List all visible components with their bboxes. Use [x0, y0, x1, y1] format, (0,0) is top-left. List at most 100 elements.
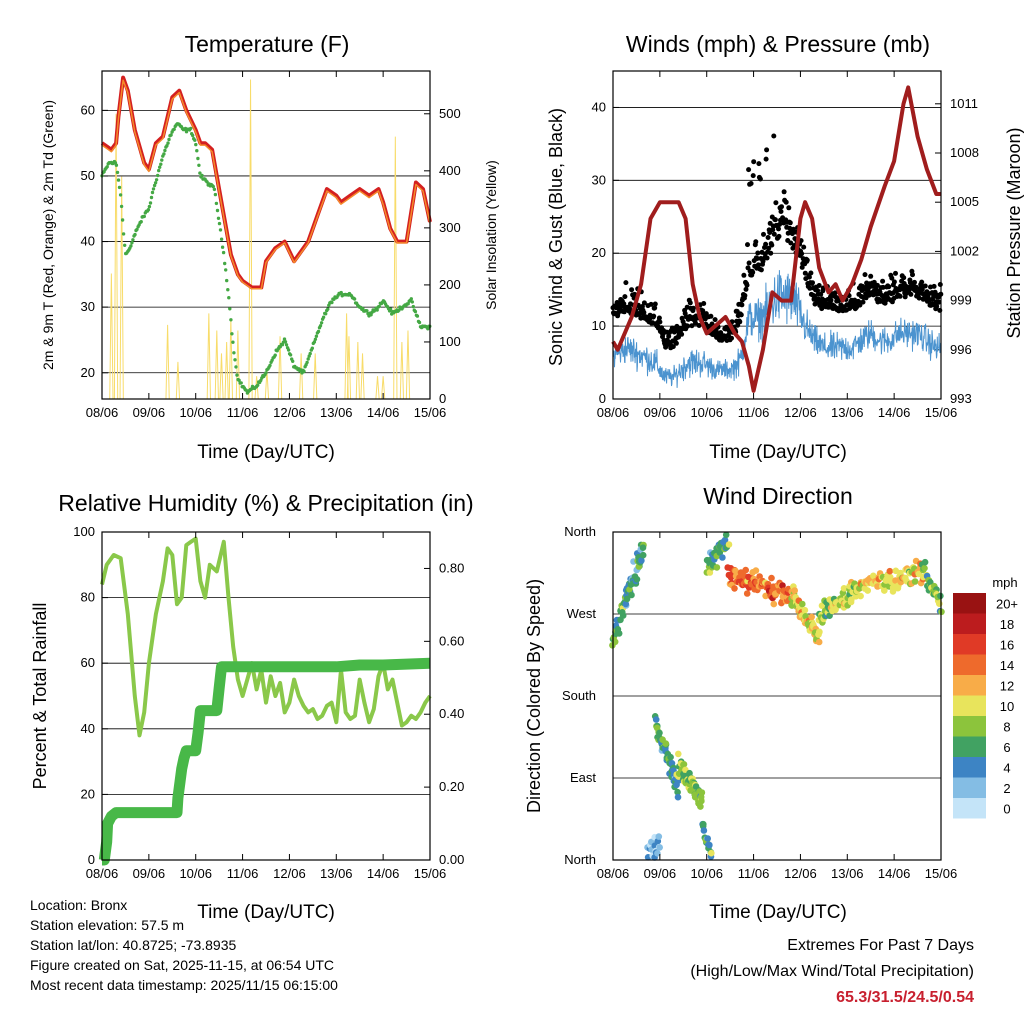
gust-point: [739, 302, 745, 308]
station-info: Location: Bronx Station elevation: 57.5 …: [30, 895, 338, 995]
direction-point: [667, 753, 674, 761]
gust-point: [758, 267, 764, 273]
x-tick-label: 11/06: [738, 405, 770, 420]
gust-point: [786, 205, 792, 211]
gust-point: [641, 310, 647, 315]
gust-point: [648, 301, 654, 307]
speed-colorbar: mph 20+ 18 16 14 12 10 8 6 4 2 0: [953, 575, 1018, 819]
dewpoint-point: [195, 149, 199, 153]
gust-point: [922, 283, 928, 289]
direction-point: [881, 587, 888, 594]
solar-peak: [228, 319, 233, 400]
dewpoint-point: [256, 383, 260, 387]
colorbar-swatch: [953, 634, 986, 655]
x-tick-label: 09/06: [644, 866, 677, 881]
dewpoint-point: [324, 312, 328, 316]
direction-point: [840, 585, 848, 592]
dewpoint-point: [308, 351, 312, 356]
gust-point: [893, 270, 898, 276]
solar-peak: [235, 330, 241, 400]
direction-point: [826, 612, 833, 619]
gust-point: [666, 333, 672, 339]
dewpoint-point: [411, 304, 415, 309]
x-tick-label: 12/06: [273, 405, 306, 420]
direction-point: [886, 567, 894, 575]
solar-peak: [277, 336, 283, 400]
solar-peak: [175, 361, 181, 400]
gust-point: [934, 303, 940, 309]
y2-tick-label: 0.40: [439, 706, 464, 721]
latest-text: Most recent data timestamp: 2025/11/15 0…: [30, 977, 338, 993]
location-text: Location: Bronx: [30, 897, 128, 913]
x-tick-label: 13/06: [320, 405, 353, 420]
direction-point: [752, 567, 760, 574]
dewpoint-point: [158, 165, 162, 169]
dewpoint-point: [409, 297, 413, 301]
dewpoint-point: [189, 126, 193, 131]
dewpoint-point: [302, 369, 306, 374]
gust-point: [773, 200, 779, 206]
gust-point: [783, 199, 789, 205]
solar-peak: [381, 376, 386, 400]
y-tick-label: 40: [81, 721, 95, 736]
colorbar-swatch: [953, 716, 986, 737]
gust-point: [771, 133, 777, 139]
y2-tick-label: 0.60: [439, 633, 464, 648]
colorbar-unit: mph: [992, 575, 1017, 590]
dewpoint-point: [291, 359, 295, 363]
y-tick-label: 0: [88, 852, 95, 867]
gust-point: [802, 270, 808, 276]
gust-point: [742, 293, 748, 298]
gust-point: [690, 305, 696, 311]
dewpoint-point: [211, 184, 215, 189]
colorbar-swatch: [953, 777, 986, 798]
gust-point: [788, 240, 794, 246]
y-tick-label: 40: [592, 99, 606, 114]
dewpoint-point: [283, 340, 288, 344]
colorbar-label: 10: [1000, 699, 1014, 714]
direction-point: [638, 557, 645, 564]
winds-frame: [612, 70, 942, 400]
temperature-frame: [101, 70, 431, 400]
colorbar-label: 2: [1003, 781, 1010, 796]
solar-peak: [119, 176, 124, 400]
gust-point: [916, 295, 922, 301]
gust-point: [880, 278, 886, 284]
direction-point: [674, 788, 681, 796]
dewpoint-point: [226, 288, 230, 292]
dewpoint-point: [219, 237, 224, 241]
direction-point: [652, 716, 660, 723]
extremes-subtitle: (High/Low/Max Wind/Total Precipitation): [690, 963, 974, 980]
direction-point: [743, 590, 751, 597]
dewpoint-point: [131, 238, 135, 242]
gust-point: [766, 245, 772, 251]
dewpoint-point: [129, 244, 133, 248]
gust-point: [770, 227, 776, 233]
direction-panel: Wind Direction NorthEastSouthWestNorth08…: [524, 483, 1018, 923]
y2-tick-label: 400: [439, 163, 461, 178]
gust-point: [777, 222, 782, 227]
gust-point: [696, 323, 702, 328]
colorbar-swatch: [953, 613, 986, 634]
humidity-xlabel: Time (Day/UTC): [197, 902, 335, 923]
y-tick-label: 30: [592, 172, 606, 187]
x-tick-label: 15/06: [925, 866, 958, 881]
y-tick-label: 100: [73, 524, 95, 539]
direction-point: [654, 850, 661, 857]
dewpoint-point: [149, 195, 154, 200]
colorbar-swatch: [953, 757, 986, 778]
gust-point: [745, 242, 750, 248]
elevation-text: Station elevation: 57.5 m: [30, 917, 185, 933]
solar-peak: [299, 353, 304, 400]
gust-point: [889, 275, 895, 281]
temp-9m-line: [101, 79, 431, 290]
dewpoint-point: [135, 227, 139, 232]
dewpoint-point: [268, 363, 272, 368]
x-tick-label: 08/06: [86, 405, 119, 420]
gust-point: [804, 257, 810, 263]
colorbar-label: 18: [1000, 617, 1014, 632]
dewpoint-point: [133, 232, 137, 237]
dewpoint-point: [154, 178, 159, 182]
direction-point: [674, 793, 682, 801]
gust-point: [689, 323, 695, 329]
